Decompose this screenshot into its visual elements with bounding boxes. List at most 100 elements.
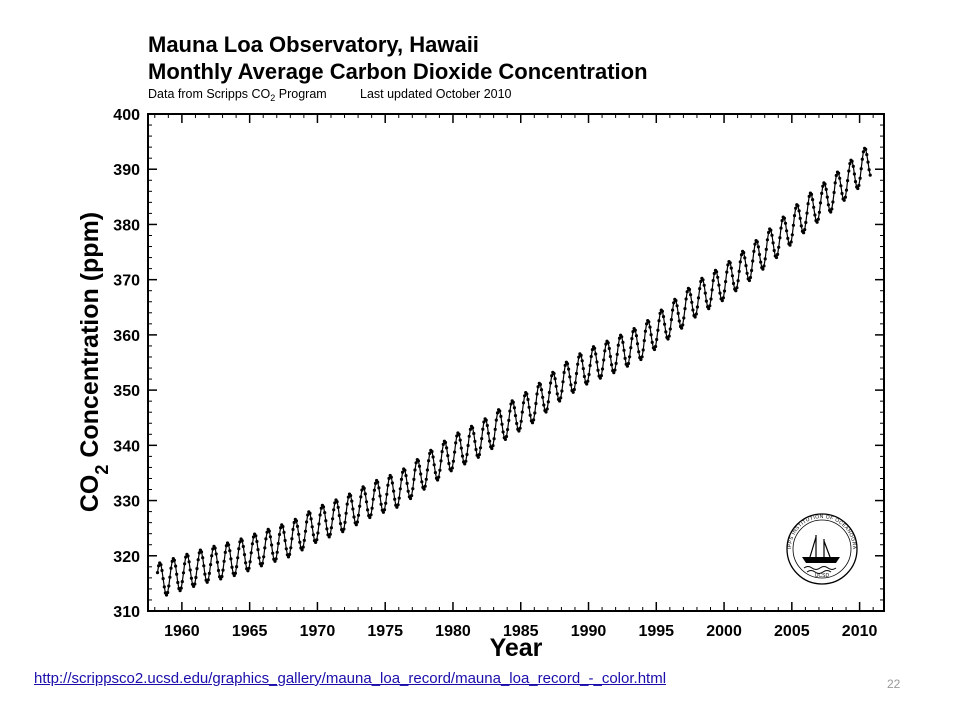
co2-data-point [690, 300, 694, 304]
co2-data-point [525, 392, 529, 396]
co2-data-point [315, 538, 319, 542]
co2-data-point [360, 488, 364, 492]
co2-data-point [833, 181, 837, 185]
co2-data-point [379, 502, 383, 506]
co2-data-point [649, 333, 653, 337]
co2-data-point [683, 307, 687, 311]
co2-series-points [155, 146, 872, 597]
co2-data-point [767, 230, 771, 235]
y-tick-label: 350 [113, 383, 140, 400]
co2-data-point [472, 431, 476, 436]
co2-data-point [574, 371, 579, 376]
ship-icon [802, 557, 840, 563]
co2-data-point [848, 162, 852, 166]
co2-data-point [481, 427, 485, 431]
co2-data-point [498, 409, 502, 413]
co2-data-point [864, 147, 868, 151]
co2-data-point [511, 400, 515, 404]
co2-data-point [572, 387, 576, 392]
co2-data-point [811, 198, 815, 202]
co2-data-point [560, 389, 564, 393]
co2-data-point [587, 372, 591, 377]
co2-data-point [155, 571, 160, 575]
co2-data-point [518, 426, 522, 430]
co2-data-point [425, 468, 429, 472]
co2-data-point [794, 206, 798, 210]
co2-data-point [536, 385, 540, 389]
scripps-seal: SCRIPPS INSTITUTION OF OCEANOGRAPHY UCSD [786, 513, 858, 585]
co2-data-point [559, 396, 563, 400]
co2-data-point [344, 511, 348, 515]
co2-data-point [616, 343, 620, 347]
co2-data-point [699, 279, 703, 284]
co2-data-point [417, 464, 422, 468]
co2-data-point [300, 548, 304, 552]
co2-data-point [750, 268, 754, 273]
co2-data-point [588, 363, 592, 368]
co2-data-point [377, 486, 381, 490]
co2-data-point [682, 316, 686, 320]
co2-data-point [639, 357, 643, 362]
co2-data-point [358, 504, 362, 508]
co2-data-point [205, 580, 209, 584]
co2-data-point [275, 550, 279, 554]
co2-data-point [742, 251, 746, 255]
co2-data-point [466, 443, 470, 448]
co2-data-point [585, 382, 589, 386]
co2-data-point [797, 209, 801, 213]
co2-data-point [687, 287, 692, 292]
co2-data-point [215, 560, 219, 564]
co2-data-point [527, 405, 531, 409]
co2-data-point [567, 367, 571, 371]
co2-data-point [676, 311, 680, 315]
co2-data-point [571, 390, 575, 394]
co2-data-point [378, 494, 382, 498]
co2-data-point [652, 347, 657, 352]
co2-data-point [668, 327, 672, 331]
co2-data-point [271, 551, 275, 555]
co2-data-point [666, 337, 670, 341]
co2-data-point [860, 157, 864, 161]
x-tick-label: 1975 [367, 623, 403, 640]
co2-data-point [316, 531, 320, 535]
co2-data-point [227, 543, 231, 547]
co2-data-point [263, 546, 267, 550]
co2-data-point [399, 477, 404, 481]
co2-data-point [640, 355, 644, 359]
co2-data-point [186, 554, 190, 558]
chart-subtitle: Monthly Average Carbon Dioxide Concentra… [148, 59, 648, 84]
co2-data-point [492, 437, 496, 441]
co2-data-point [704, 299, 709, 303]
co2-data-point [419, 472, 423, 476]
co2-data-point [338, 522, 343, 526]
co2-data-point [363, 492, 367, 496]
co2-data-point [445, 446, 449, 450]
co2-data-point [410, 494, 414, 498]
co2-data-point [851, 164, 855, 168]
co2-data-point [628, 355, 632, 359]
co2-data-point [842, 198, 846, 202]
co2-data-point [254, 534, 258, 538]
co2-data-point [257, 556, 261, 560]
co2-data-point [454, 441, 458, 445]
co2-data-point [236, 556, 240, 560]
co2-data-point [255, 539, 259, 544]
co2-data-point [803, 228, 807, 232]
co2-data-point [443, 440, 448, 445]
co2-data-point [289, 546, 293, 550]
co2-data-point [166, 590, 170, 595]
co2-data-point [436, 478, 440, 482]
co2-data-point [422, 487, 426, 491]
co2-data-point [282, 530, 286, 535]
co2-data-point [381, 510, 385, 514]
plot-frame [147, 113, 885, 612]
co2-data-point [440, 450, 444, 454]
co2-data-point [451, 459, 455, 463]
co2-data-point [276, 541, 280, 546]
co2-data-point [500, 422, 504, 426]
source-link[interactable]: http://scrippsco2.ucsd.edu/graphics_gall… [34, 670, 667, 687]
co2-data-point [568, 375, 572, 379]
co2-data-point [308, 511, 312, 515]
co2-data-point [549, 381, 553, 385]
y-tick-label: 390 [113, 162, 140, 179]
